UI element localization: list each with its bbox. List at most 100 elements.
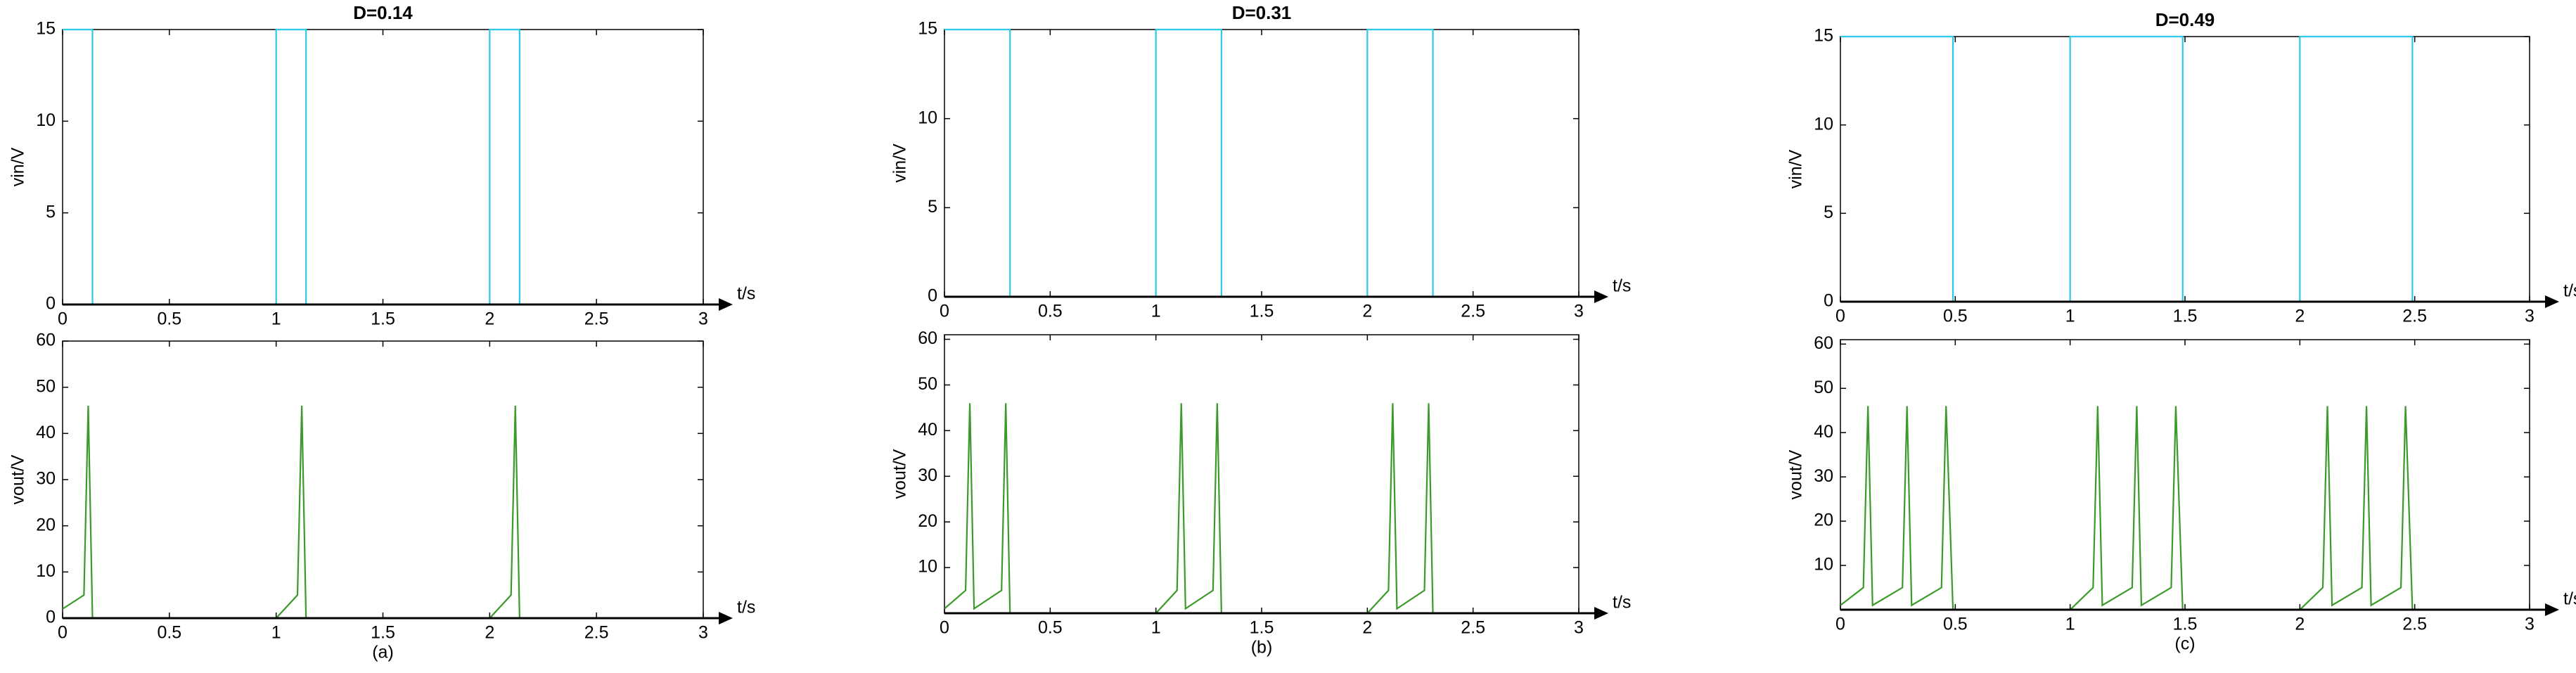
arrow-head	[1594, 290, 1608, 303]
y-tick-label: 5	[46, 202, 56, 222]
arrow-head	[719, 612, 733, 624]
y-tick-label: 60	[1814, 333, 1833, 353]
y-tick-label: 0	[46, 608, 56, 627]
x-tick-label: 2.5	[2402, 307, 2427, 326]
x-axis-label: t/s	[737, 598, 755, 617]
y-tick-label: 40	[918, 420, 937, 440]
y-tick-label: 30	[918, 466, 937, 485]
caption: (c)	[2174, 634, 2195, 654]
y-axis-label: vin/V	[8, 147, 28, 186]
x-tick-label: 3	[698, 309, 708, 329]
y-tick-label: 10	[36, 110, 56, 130]
data-line	[63, 28, 703, 306]
y-tick-label: 20	[36, 515, 56, 534]
x-tick-label: 0.5	[1943, 307, 1968, 326]
chart-title: D=0.49	[2155, 9, 2215, 30]
y-tick-label: 40	[36, 423, 56, 442]
x-tick-label: 1	[271, 623, 281, 643]
x-tick-label: 2.5	[584, 623, 609, 643]
y-axis-label: vin/V	[1786, 149, 1806, 188]
y-tick-label: 10	[918, 557, 937, 577]
y-tick-label: 15	[918, 19, 937, 39]
plot-frame	[944, 29, 1579, 297]
arrow-head	[2545, 603, 2559, 616]
x-tick-label: 0	[58, 309, 68, 329]
x-tick-label: 1.5	[371, 309, 395, 329]
plot-frame	[1840, 36, 2530, 302]
x-tick-label: 3	[2525, 615, 2535, 634]
x-tick-label: 1	[1151, 618, 1161, 638]
arrow-head	[2545, 295, 2559, 308]
x-axis-label: t/s	[1613, 593, 1631, 613]
x-tick-label: 0	[940, 618, 949, 638]
x-tick-label: 1	[1151, 302, 1161, 321]
data-line	[1840, 406, 2530, 611]
x-tick-label: 2	[1362, 302, 1372, 321]
x-tick-label: 2	[2295, 307, 2305, 326]
x-axis-label: t/s	[737, 284, 755, 304]
y-axis-label: vout/V	[890, 449, 910, 499]
y-tick-label: 30	[36, 469, 56, 489]
data-line	[62, 405, 703, 620]
x-axis-label: t/s	[1613, 276, 1631, 296]
x-tick-label: 2	[485, 309, 494, 329]
y-tick-label: 10	[36, 561, 56, 581]
y-tick-label: 0	[928, 286, 937, 306]
y-tick-label: 30	[1814, 466, 1833, 486]
x-tick-label: 3	[698, 623, 708, 643]
y-tick-label: 20	[918, 511, 937, 531]
y-tick-label: 5	[1824, 203, 1833, 222]
y-tick-label: 20	[1814, 511, 1833, 530]
x-axis-label: t/s	[2563, 589, 2576, 609]
plot-frame	[944, 334, 1579, 614]
x-tick-label: 0.5	[1038, 302, 1063, 321]
x-tick-label: 1.5	[2173, 307, 2198, 326]
x-tick-label: 0.5	[157, 623, 181, 643]
caption: (a)	[372, 643, 394, 662]
x-tick-label: 1	[2065, 615, 2075, 634]
x-tick-label: 3	[1574, 302, 1584, 321]
x-tick-label: 1	[2065, 307, 2075, 326]
x-tick-label: 1.5	[2173, 615, 2198, 634]
x-tick-label: 2.5	[1461, 618, 1485, 638]
y-tick-label: 5	[928, 197, 937, 217]
chart-title: D=0.31	[1232, 2, 1292, 23]
plot-frame	[62, 29, 704, 305]
x-tick-label: 2	[2295, 615, 2305, 634]
y-tick-label: 0	[46, 294, 56, 314]
x-tick-label: 0	[1835, 615, 1845, 634]
y-tick-label: 15	[36, 19, 56, 39]
x-tick-label: 2	[485, 623, 494, 643]
data-line	[944, 28, 1579, 298]
y-axis-label: vout/V	[1786, 449, 1806, 499]
plot-frame	[62, 340, 704, 619]
y-tick-label: 10	[1814, 114, 1833, 134]
x-tick-label: 2.5	[2402, 615, 2427, 634]
y-tick-label: 40	[1814, 422, 1833, 442]
x-tick-label: 0	[58, 623, 68, 643]
data-line	[1840, 35, 2530, 303]
y-tick-label: 60	[918, 328, 937, 348]
x-tick-label: 3	[2525, 307, 2535, 326]
x-tick-label: 0.5	[157, 309, 181, 329]
y-tick-label: 60	[36, 331, 56, 350]
x-tick-label: 1	[271, 309, 281, 329]
y-axis-label: vin/V	[890, 143, 910, 183]
y-tick-label: 15	[1814, 26, 1833, 46]
x-tick-label: 0	[940, 302, 949, 321]
y-tick-label: 50	[1814, 378, 1833, 397]
y-tick-label: 10	[1814, 555, 1833, 575]
y-axis-label: vout/V	[8, 454, 28, 504]
x-axis-label: t/s	[2563, 281, 2576, 301]
caption: (b)	[1251, 638, 1273, 658]
x-tick-label: 2.5	[1461, 302, 1485, 321]
arrow-head	[719, 298, 733, 311]
y-tick-label: 50	[918, 374, 937, 394]
x-tick-label: 1.5	[1250, 618, 1274, 638]
chart-title: D=0.14	[353, 2, 413, 23]
x-tick-label: 2	[1362, 618, 1372, 638]
y-tick-label: 10	[918, 108, 937, 127]
data-line	[944, 403, 1579, 615]
arrow-head	[1594, 607, 1608, 620]
